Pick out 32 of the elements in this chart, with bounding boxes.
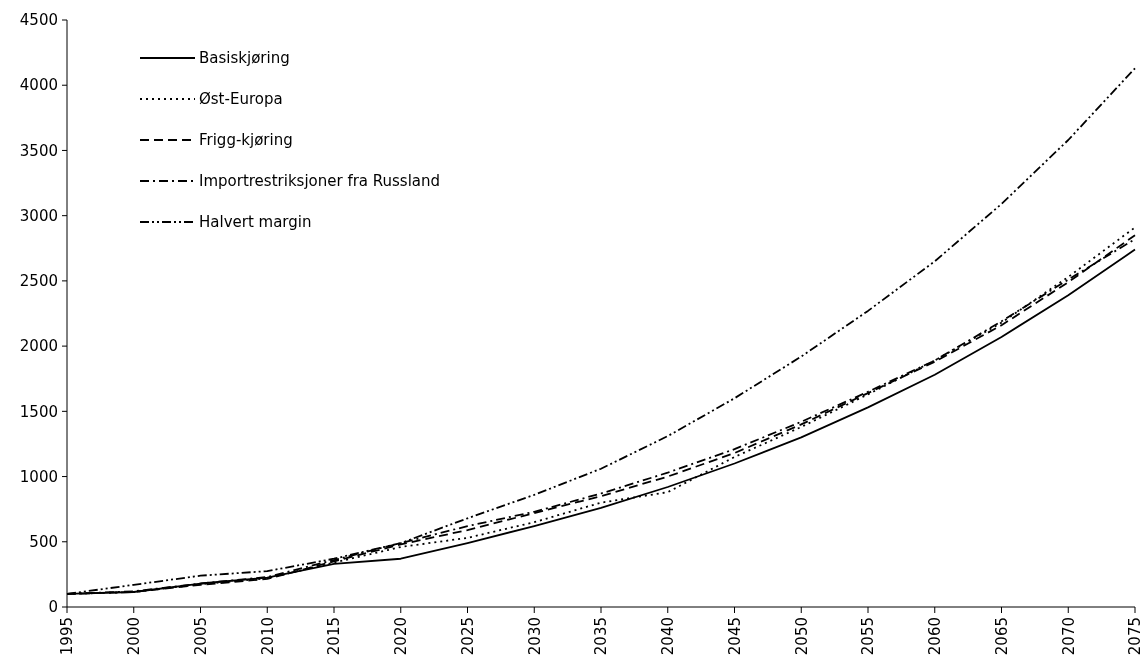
- y-tick-label: 4000: [19, 76, 58, 95]
- x-tick-label: 2050: [792, 617, 811, 656]
- x-tick-label: 2010: [258, 617, 277, 656]
- x-tick-label: 2005: [191, 617, 210, 656]
- y-tick-label: 0: [48, 598, 58, 617]
- x-tick-label: 2045: [725, 617, 744, 656]
- x-tick-label: 1995: [58, 617, 77, 656]
- x-tick-label: 2025: [458, 617, 477, 656]
- x-tick-label: 2060: [926, 617, 944, 656]
- x-tick-label: 2015: [325, 617, 344, 656]
- legend-label: Halvert margin: [199, 213, 312, 232]
- x-tick-label: 2065: [992, 617, 1011, 656]
- legend-label: Frigg-kjøring: [199, 131, 293, 150]
- legend-label: Importrestriksjoner fra Russland: [199, 172, 441, 191]
- y-tick-label: 2000: [19, 337, 58, 356]
- x-tick-label: 2075: [1126, 617, 1143, 656]
- y-tick-label: 3000: [19, 206, 58, 225]
- y-tick-label: 2500: [19, 272, 58, 291]
- x-tick-label: 2035: [592, 617, 611, 656]
- x-tick-label: 2020: [392, 617, 410, 656]
- legend-label: Øst-Europa: [199, 90, 283, 109]
- x-tick-label: 2055: [859, 617, 878, 656]
- x-tick-label: 2070: [1059, 617, 1078, 656]
- y-tick-label: 1000: [19, 467, 58, 486]
- legend-label: Basiskjøring: [199, 49, 290, 68]
- y-tick-label: 500: [29, 533, 58, 552]
- y-tick-label: 1500: [19, 402, 58, 421]
- x-tick-label: 2000: [125, 617, 143, 656]
- x-tick-label: 2030: [525, 617, 544, 656]
- x-tick-label: 2040: [659, 617, 677, 656]
- y-tick-label: 3500: [19, 141, 58, 160]
- y-tick-label: 4500: [19, 11, 58, 30]
